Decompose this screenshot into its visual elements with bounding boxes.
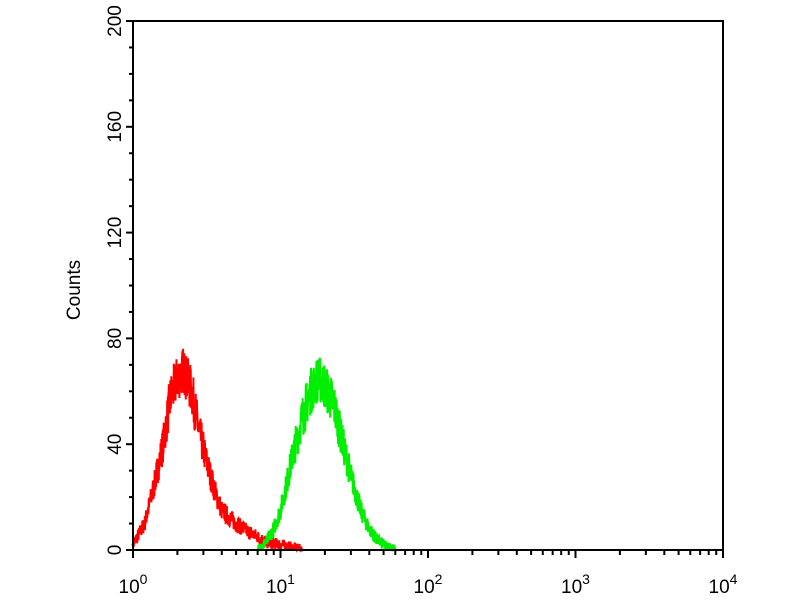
- series-0-point: [143, 522, 147, 526]
- y-tick-label: 120: [105, 217, 126, 249]
- series-1-point: [323, 384, 327, 388]
- series-1-point: [349, 474, 353, 478]
- series-0-point: [169, 395, 173, 399]
- series-0-line: [132, 348, 303, 554]
- x-tick-exponent: 3: [582, 571, 590, 587]
- y-tick-label: 0: [105, 545, 126, 556]
- x-tick-base: 10: [266, 577, 287, 598]
- series-0-point: [279, 543, 282, 547]
- series-1-point: [279, 508, 282, 512]
- series-0-point: [190, 389, 194, 393]
- y-tick-label: 160: [105, 111, 126, 143]
- series-0-point: [213, 490, 217, 494]
- x-tick-exponent: 4: [730, 571, 738, 587]
- series-0-point: [220, 508, 224, 512]
- series-0-point: [206, 463, 210, 467]
- series-0-point: [197, 429, 201, 433]
- x-tick-label: 103: [561, 571, 590, 598]
- y-tick-label: 200: [105, 5, 126, 37]
- x-tick-label: 100: [119, 571, 148, 598]
- series-1-point: [340, 437, 344, 441]
- series-1-point: [367, 527, 371, 531]
- x-tick-exponent: 1: [287, 571, 295, 587]
- y-tick-label: 40: [105, 434, 126, 455]
- x-tick-base: 10: [414, 577, 435, 598]
- series-1-point: [332, 403, 336, 407]
- series-1-point: [264, 540, 268, 544]
- series-0-point: [182, 368, 186, 372]
- series-1-point: [309, 389, 313, 393]
- x-tick-label: 101: [266, 571, 295, 598]
- series-0-point: [234, 522, 238, 526]
- x-tick-base: 10: [119, 577, 140, 598]
- series-layer: [131, 348, 397, 554]
- series-0-point: [246, 529, 250, 533]
- series-0-point: [290, 545, 294, 549]
- y-axis-label: Counts: [64, 260, 85, 320]
- series-0-point: [175, 376, 179, 380]
- y-tick-label: 80: [105, 328, 126, 349]
- series-1-point: [375, 537, 379, 541]
- x-tick-exponent: 2: [435, 571, 443, 587]
- x-tick-base: 10: [709, 577, 730, 598]
- x-tick-label: 104: [709, 571, 738, 598]
- series-0-point: [256, 535, 260, 539]
- series-1-point: [285, 482, 289, 486]
- series-0-point: [161, 442, 165, 446]
- series-1-point: [272, 527, 276, 531]
- series-1-point: [300, 416, 304, 420]
- x-tick-exponent: 0: [140, 571, 148, 587]
- x-tick-base: 10: [561, 577, 582, 598]
- series-1-point: [290, 455, 294, 459]
- x-tick-label: 102: [414, 571, 443, 598]
- series-1-point: [316, 376, 320, 380]
- series-1-line: [256, 357, 396, 553]
- series-1-point: [382, 543, 386, 547]
- series-1-point: [359, 508, 363, 512]
- series-0-point: [153, 482, 157, 486]
